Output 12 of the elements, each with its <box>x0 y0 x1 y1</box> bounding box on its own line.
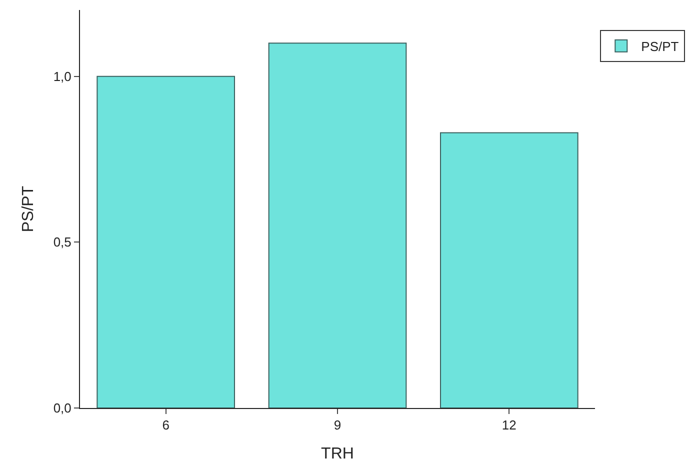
x-tick-label: 6 <box>162 418 170 433</box>
bar <box>96 76 235 408</box>
y-tick-label: 0,5 <box>53 234 72 250</box>
x-tick-label: 12 <box>502 418 516 433</box>
legend-label: PS/PT <box>641 38 679 54</box>
y-axis-title: PS/PT <box>20 186 38 232</box>
x-tick-label: 9 <box>334 418 342 433</box>
y-tick-label: 0,0 <box>53 400 72 416</box>
bar <box>268 42 407 408</box>
bar <box>440 132 578 408</box>
x-axis-title: TRH <box>321 445 354 462</box>
y-tick-label: 1,0 <box>53 68 72 84</box>
